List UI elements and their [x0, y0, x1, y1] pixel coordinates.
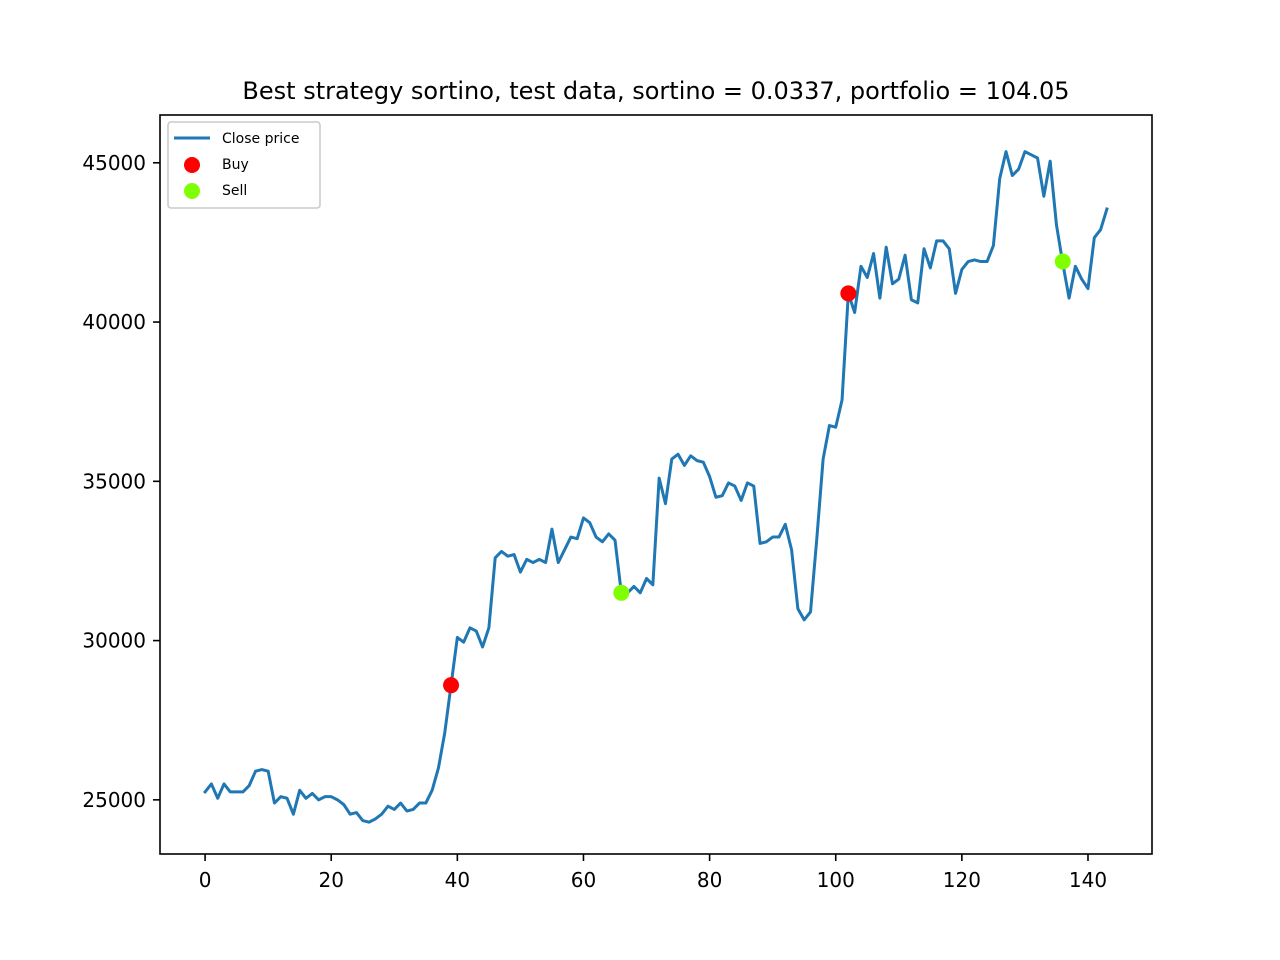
legend-label: Buy — [222, 157, 249, 173]
sell-marker — [613, 584, 630, 601]
plot-contents — [202, 150, 1109, 824]
x-tick-label: 100 — [817, 868, 855, 892]
legend-label: Sell — [222, 183, 247, 199]
buy-marker — [443, 677, 460, 694]
y-tick-label: 45000 — [82, 151, 146, 175]
legend-label: Close price — [222, 131, 299, 147]
x-tick-label: 60 — [571, 868, 596, 892]
legend: Close price Buy Sell — [167, 121, 321, 209]
x-tick-label: 120 — [943, 868, 981, 892]
axis-ticks: 0 20 40 60 80 100 120 140 25000 30000 35000 40000 45… — [82, 151, 1107, 892]
plot-area — [202, 150, 1109, 824]
buy-marker — [840, 285, 857, 302]
legend-marker-swatch — [184, 183, 200, 199]
chart-title: Best strategy sortino, test data, sortin… — [242, 77, 1069, 105]
y-tick-label: 25000 — [82, 788, 146, 812]
x-tick-label: 20 — [318, 868, 343, 892]
x-tick-label: 140 — [1069, 868, 1107, 892]
y-tick-label: 40000 — [82, 310, 146, 334]
legend-box — [167, 121, 321, 209]
y-tick-label: 35000 — [82, 469, 146, 493]
close-price-line — [202, 150, 1109, 824]
x-tick-label: 40 — [445, 868, 470, 892]
legend-marker-swatch — [184, 157, 200, 173]
x-tick-label: 0 — [199, 868, 212, 892]
sell-marker — [1054, 253, 1071, 270]
x-tick-label: 80 — [697, 868, 722, 892]
axes-frame — [159, 114, 1153, 855]
y-tick-label: 30000 — [82, 629, 146, 653]
